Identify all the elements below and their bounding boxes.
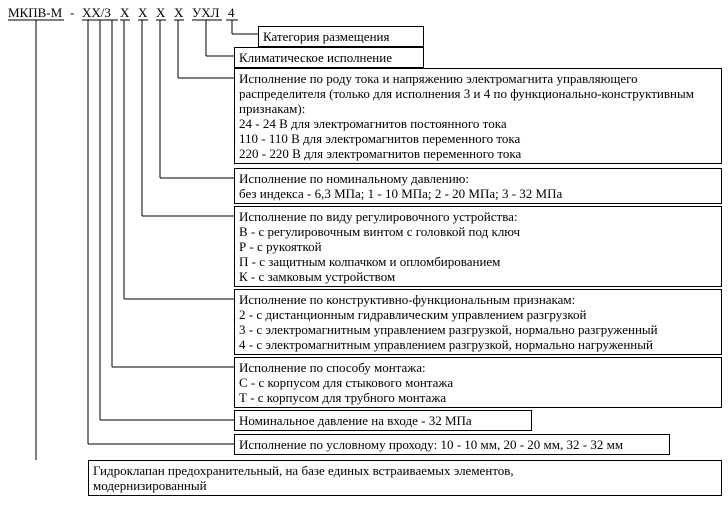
description-line: К - с замковым устройством [239, 269, 717, 284]
description-line: 2 - с дистанционным гидравлическим управ… [239, 307, 717, 322]
description-line: Т - с корпусом для трубного монтажа [239, 390, 717, 405]
description-box: Исполнение по номинальному давлению:без … [234, 168, 722, 204]
description-line: Категория размещения [263, 29, 419, 44]
description-box: Климатическое исполнение [234, 47, 424, 68]
designation-piece: 4 [228, 6, 235, 20]
description-line: признакам): [239, 101, 717, 116]
description-box: Исполнение по способу монтажа:С - с корп… [234, 357, 722, 408]
description-line: Исполнение по конструктивно-функциональн… [239, 292, 717, 307]
designation-piece: Х [174, 6, 183, 20]
description-box: Исполнение по роду тока и напряжению эле… [234, 68, 722, 164]
description-box: Номинальное давление на входе - 32 МПа [234, 410, 532, 431]
description-line: 3 - с электромагнитным управлением разгр… [239, 322, 717, 337]
description-line: Исполнение по номинальному давлению: [239, 171, 717, 186]
description-line: 110 - 110 В для электромагнитов переменн… [239, 131, 717, 146]
designation-piece: Х [156, 6, 165, 20]
description-line: распределителя (только для исполнения 3 … [239, 86, 717, 101]
description-box: Исполнение по условному проходу: 10 - 10… [234, 434, 670, 455]
designation-piece: МКПВ-М [8, 6, 62, 20]
description-box: Гидроклапан предохранительный, на базе е… [88, 460, 722, 496]
description-line: Исполнение по условному проходу: 10 - 10… [239, 437, 665, 452]
description-line: модернизированный [93, 478, 717, 493]
description-line: 220 - 220 В для электромагнитов переменн… [239, 146, 717, 161]
designation-piece: УХЛ [192, 6, 219, 20]
diagram-canvas: МКПВ-М-XX/3ХХХХУХЛ4 Категория размещения… [0, 0, 728, 511]
description-line: Климатическое исполнение [239, 50, 419, 65]
description-box: Исполнение по конструктивно-функциональн… [234, 289, 722, 355]
description-box: Категория размещения [258, 26, 424, 47]
description-line: Номинальное давление на входе - 32 МПа [239, 413, 527, 428]
designation-piece: - [70, 6, 74, 20]
description-box: Исполнение по виду регулировочного устро… [234, 206, 722, 287]
description-line: Гидроклапан предохранительный, на базе е… [93, 463, 717, 478]
description-line: без индекса - 6,3 МПа; 1 - 10 МПа; 2 - 2… [239, 186, 717, 201]
description-line: Исполнение по роду тока и напряжению эле… [239, 71, 717, 86]
designation-piece: XX/3 [82, 6, 111, 20]
description-line: 4 - с электромагнитным управлением разгр… [239, 337, 717, 352]
description-line: С - с корпусом для стыкового монтажа [239, 375, 717, 390]
description-line: Исполнение по способу монтажа: [239, 360, 717, 375]
description-line: 24 - 24 В для электромагнитов постоянног… [239, 116, 717, 131]
description-line: Р - с рукояткой [239, 239, 717, 254]
description-line: П - с защитным колпачком и опломбировани… [239, 254, 717, 269]
designation-piece: Х [138, 6, 147, 20]
designation-piece: Х [120, 6, 129, 20]
description-line: В - с регулировочным винтом с головкой п… [239, 224, 717, 239]
description-line: Исполнение по виду регулировочного устро… [239, 209, 717, 224]
